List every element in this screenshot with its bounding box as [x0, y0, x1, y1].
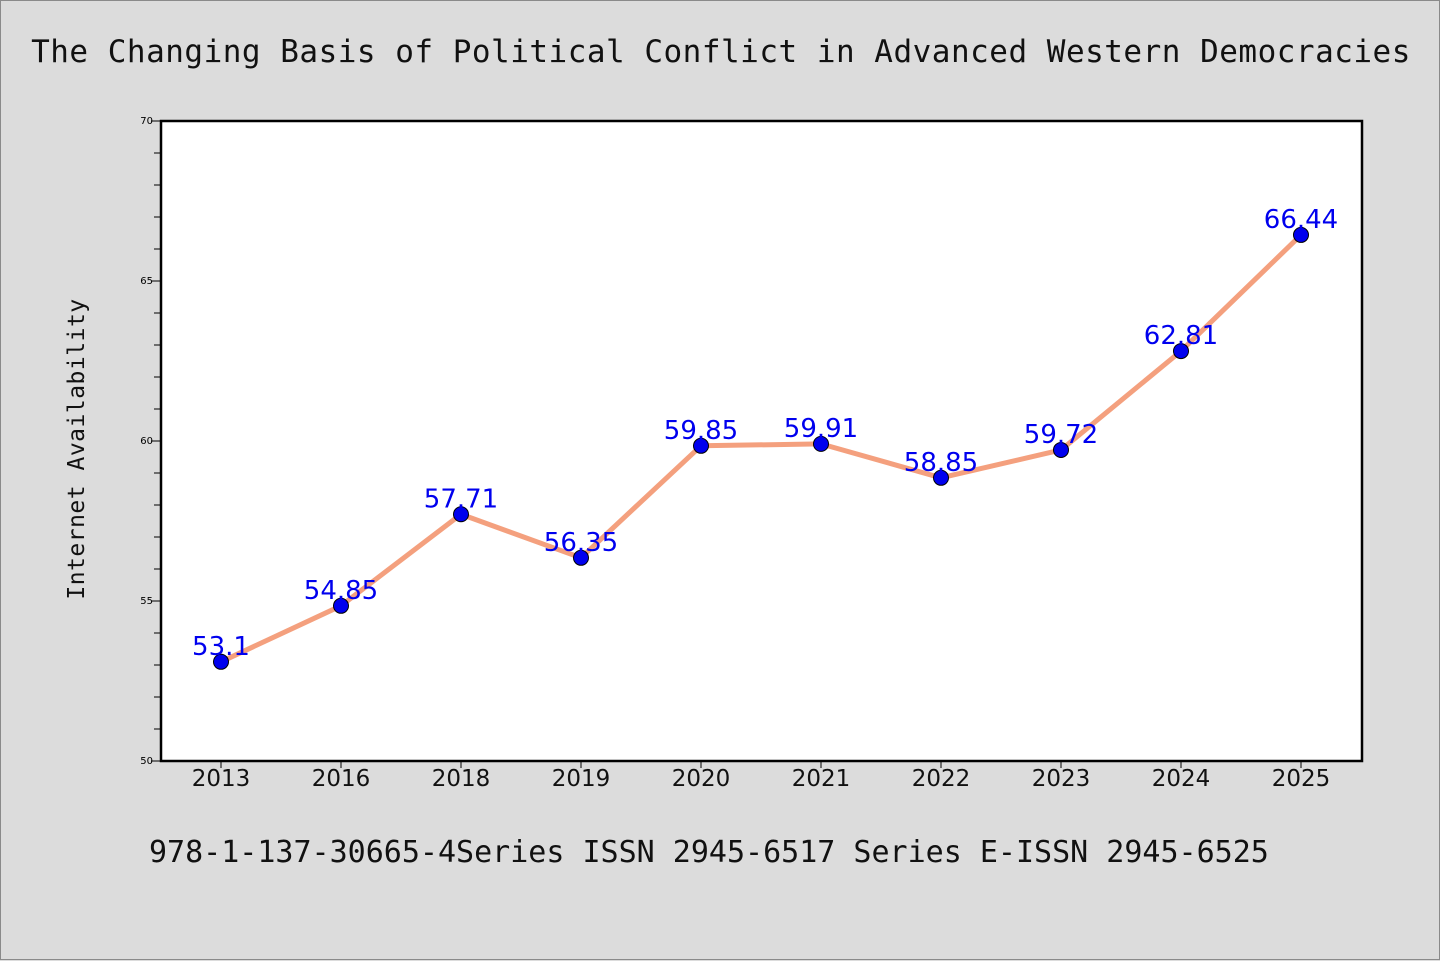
data-label: 56.35 [544, 528, 618, 558]
data-point [213, 653, 229, 670]
data-label: 66.44 [1264, 205, 1338, 235]
y-tick-label: 50 [140, 756, 153, 767]
x-tick-label: 2018 [432, 766, 491, 792]
data-label: 59.85 [664, 416, 738, 446]
y-tick-label: 55 [140, 596, 153, 607]
data-point [1173, 343, 1189, 360]
x-tick-label: 2013 [192, 766, 251, 792]
data-label: 62.81 [1144, 321, 1218, 351]
x-tick-label: 2020 [672, 766, 731, 792]
data-point [1053, 441, 1069, 458]
data-point [333, 597, 349, 614]
x-tick-label: 2022 [912, 766, 971, 792]
y-tick-label: 60 [140, 436, 153, 447]
data-label: 59.72 [1024, 420, 1098, 450]
data-point [1293, 226, 1309, 243]
y-tick-label: 65 [140, 276, 153, 287]
data-point [453, 506, 469, 523]
plot-frame [159, 119, 1364, 763]
footer-note: 978-1-137-30665-4Series ISSN 2945-6517 S… [149, 835, 1269, 870]
series-line [218, 232, 1304, 665]
data-label: 53.1 [192, 632, 250, 662]
chart-title: The Changing Basis of Political Conflict… [31, 34, 1411, 70]
y-tick-label: 70 [140, 116, 153, 127]
data-label: 54.85 [304, 576, 378, 606]
data-label: 59.91 [784, 414, 858, 444]
data-point [933, 469, 949, 486]
x-tick-label: 2016 [312, 766, 371, 792]
data-label: 57.71 [424, 484, 498, 514]
data-point [573, 549, 589, 566]
data-label: 58.85 [904, 448, 978, 478]
x-tick-label: 2023 [1032, 766, 1091, 792]
x-tick-label: 2019 [552, 766, 611, 792]
data-point [813, 435, 829, 452]
data-point [693, 437, 709, 454]
x-tick-label: 2025 [1272, 766, 1331, 792]
x-tick-label: 2021 [792, 766, 851, 792]
x-tick-label: 2024 [1152, 766, 1211, 792]
